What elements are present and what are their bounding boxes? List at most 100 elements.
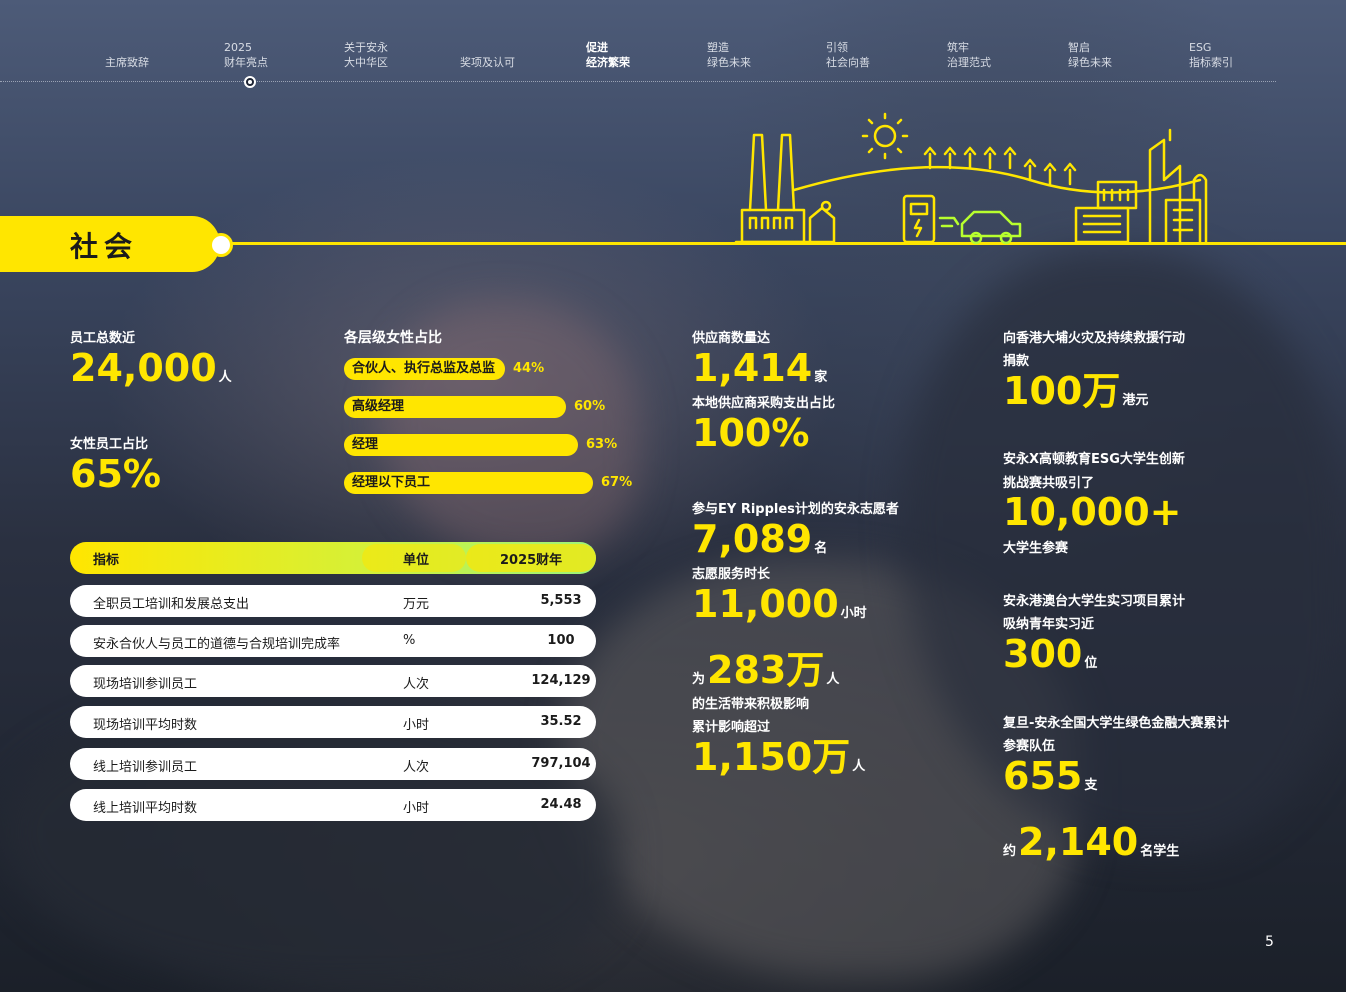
cumulative-stat: 1,150万人 [692,737,865,787]
table-cell-unit: % [403,633,416,648]
female-value: 65% [70,452,161,496]
competition-label-1: 安永X高顿教育ESG大学生创新 [1003,452,1185,467]
table-cell-metric: 现场培训参训员工 [93,677,198,692]
fire-donation-label-1: 向香港大埔火灾及持续救援行动 [1003,331,1186,346]
top-navigation: 主席致辞 2025 财年亮点 关于安永 大中华区 奖项及认可 促进 经济繁荣 塑… [0,0,1346,92]
local-suppliers-value: 100% [692,411,810,455]
nav-item-esg-index[interactable]: ESG 指标索引 [1189,41,1233,69]
nav-item-chairman[interactable]: 主席致辞 [105,56,149,69]
nav-item-green-future[interactable]: 塑造 绿色未来 [707,41,751,69]
impact-unit: 人 [826,672,840,687]
table-cell-value: 24.48 [540,797,582,812]
cumulative-label: 累计影响超过 [692,720,771,735]
suppliers-stat: 1,414 家 [692,348,827,398]
volunteers-value: 7,089 [692,517,813,561]
female-level-label: 经理以下员工 [352,475,431,490]
intern-value: 300 [1003,632,1083,676]
section-line [220,242,1346,245]
students-stat: 约2,140 名学生 [1003,822,1179,872]
table-row: 全职员工培训和发展总支出 万元 5,553 [70,585,596,617]
table-cell-unit: 人次 [403,677,430,692]
intern-label-2: 吸纳青年实习近 [1003,617,1095,632]
skyscraper-icon [1148,128,1182,244]
section-title: 社会 [70,230,139,263]
impact-prefix: 为 [692,672,706,687]
table-cell-unit: 小时 [403,718,430,733]
fire-donation-stat: 100万 港元 [1003,371,1148,421]
table-cell-value: 100 [547,633,575,648]
female-level-bar [344,396,566,418]
female-label: 女性员工占比 [70,437,149,452]
nav-item-highlights[interactable]: 2025 财年亮点 [224,41,268,69]
table-cell-metric: 全职员工培训和发展总支出 [93,597,250,612]
nav-item-awards[interactable]: 奖项及认可 [460,56,515,69]
female-levels-title: 各层级女性占比 [344,330,442,346]
fudan-unit: 支 [1084,778,1098,793]
female-level-bar [344,358,505,380]
table-cell-metric: 现场培训平均时数 [93,718,198,733]
fudan-value: 655 [1003,754,1083,798]
female-level-bar [344,472,593,494]
cumulative-unit: 人 [852,759,866,774]
volunteer-hours-unit: 小时 [840,606,867,621]
intern-label-1: 安永港澳台大学生实习项目累计 [1003,594,1186,609]
employees-value: 24,000 [70,346,217,390]
cumulative-value: 1,150万 [692,735,851,779]
suppliers-value: 1,414 [692,346,813,390]
suppliers-unit: 家 [814,370,828,385]
female-level-percent: 67% [601,475,633,490]
table-cell-unit: 万元 [403,597,430,612]
ev-charger-icon [902,194,936,244]
volunteers-unit: 名 [814,541,828,556]
nav-item-about[interactable]: 关于安永 大中华区 [344,41,388,69]
table-cell-metric: 安永合伙人与员工的道德与合规培训完成率 [93,637,341,652]
nav-item-governance[interactable]: 筑牢 治理范式 [947,41,991,69]
female-level-label: 高级经理 [352,399,405,414]
table-cell-unit: 小时 [403,801,430,816]
nav-item-economy[interactable]: 促进 经济繁荣 [586,41,630,69]
table-row: 现场培训平均时数 小时 35.52 [70,706,596,738]
volunteer-hours-stat: 11,000 小时 [692,584,867,634]
nav-item-society[interactable]: 引领 社会向善 [826,41,870,69]
employees-stat: 24,000 人 [70,348,232,398]
intern-stat: 300 位 [1003,634,1097,684]
volunteers-stat: 7,089 名 [692,519,827,569]
factory-chimney-icon [748,133,796,212]
nav-item-smart-green[interactable]: 智启 绿色未来 [1068,41,1112,69]
table-cell-value: 797,104 [531,756,591,771]
fudan-label-2: 参赛队伍 [1003,739,1056,754]
competition-value: 10,000+ [1003,490,1182,534]
table-cell-metric: 线上培训平均时数 [93,801,198,816]
impact-stat: 为283万人 [692,650,839,700]
table-header-year: 2025财年 [500,553,563,568]
employees-unit: 人 [218,370,232,385]
female-level-label: 经理 [352,437,379,452]
table-header-year-pill [466,544,596,572]
table-row: 安永合伙人与员工的道德与合规培训完成率% 100 [70,625,596,657]
table-row: 线上培训参训员工 人次 797,104 [70,748,596,780]
female-level-percent: 63% [586,437,618,452]
fire-donation-label-2: 捐款 [1003,354,1030,369]
female-level-bar [344,434,578,456]
table-header-unit-pill [362,544,466,572]
section-tab [0,216,220,272]
fire-donation-unit: 港元 [1122,393,1149,408]
table-cell-value: 124,129 [531,673,591,688]
table-cell-value: 35.52 [540,714,582,729]
table-cell-value: 5,553 [540,593,582,608]
nav-current-indicator [244,76,256,88]
electric-car-icon [960,210,1022,238]
volunteer-hours-value: 11,000 [692,582,839,626]
fudan-stat: 655 支 [1003,756,1097,806]
impact-label: 的生活带来积极影响 [692,697,810,712]
fudan-label-1: 复旦-安永全国大学生绿色金融大赛累计 [1003,716,1230,731]
volunteers-label: 参与EY Ripples计划的安永志愿者 [692,502,899,517]
impact-value: 283万 [707,648,825,692]
table-cell-unit: 人次 [403,760,430,775]
table-row: 现场培训参训员工 人次 124,129 [70,665,596,697]
city-illustration [734,112,1208,245]
page-number: 5 [1265,934,1274,950]
table-header-metric: 指标 [93,553,120,568]
nav-divider [0,81,1276,82]
local-suppliers-label: 本地供应商采购支出占比 [692,396,836,411]
